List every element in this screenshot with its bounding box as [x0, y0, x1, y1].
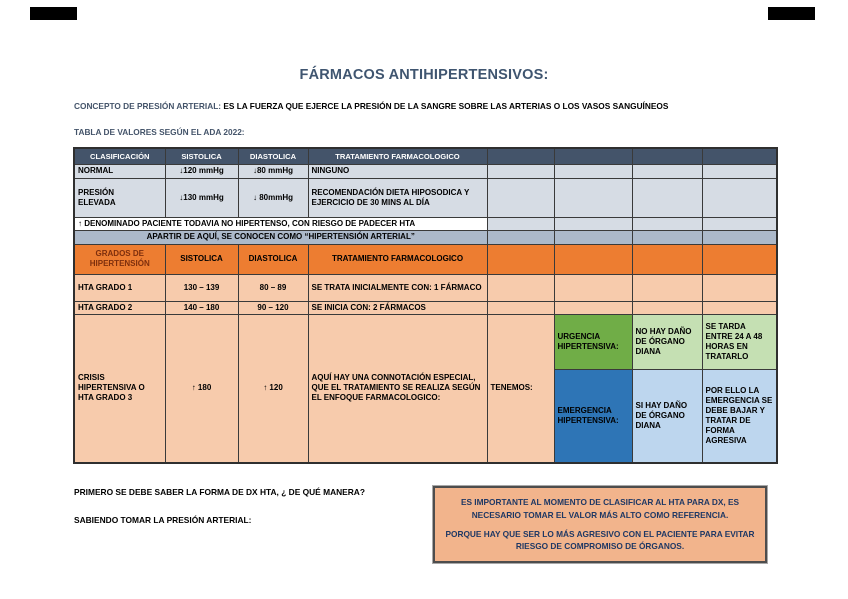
empty-cell [701, 243, 778, 275]
col-header-sistolica: SISTOLICA [164, 147, 239, 165]
ada-2022-values-table: CLASIFICACIÓN SISTOLICA DIASTOLICA TRATA… [73, 147, 778, 464]
col-header-tratamiento-2: TRATAMIENTO FARMACOLOGICO [307, 243, 488, 275]
urgencia-note: SE TARDA ENTRE 24 A 48 HORAS EN TRATARLO [701, 313, 778, 370]
emergencia-title: EMERGENCIA HIPERTENSIVA: [553, 368, 633, 464]
col-header-grados: GRADOS DE HIPERTENSIÓN [73, 243, 166, 275]
crisis-diastolic: ↑ 120 [237, 313, 309, 464]
col-header-diastolica-2: DIASTOLICA [237, 243, 309, 275]
empty-cell [701, 300, 778, 315]
grade2-treatment: SE INICIA CON: 2 FÁRMACOS [307, 300, 488, 315]
divider-prefix: APARTIR DE AQUÍ, SE CONOCEN COMO [146, 232, 305, 241]
empty-cell [631, 243, 703, 275]
grade1-label: HTA GRADO 1 [73, 273, 166, 302]
grades-header-row: GRADOS DE HIPERTENSIÓN SISTOLICA DIASTOL… [73, 243, 778, 275]
elevated-systolic: ↓130 mmHg [164, 177, 239, 218]
empty-cell [631, 229, 703, 245]
col-header-sistolica-2: SISTOLICA [164, 243, 239, 275]
divider-bold: “HIPERTENSIÓN ARTERIAL” [304, 232, 415, 241]
normal-treatment: NINGUNO [307, 163, 488, 179]
normal-label: NORMAL [73, 163, 166, 179]
empty-cell [701, 216, 778, 231]
elevated-label: PRESIÓN ELEVADA [73, 177, 166, 218]
dx-question: PRIMERO SE DEBE SABER LA FORMA DE DX HTA… [74, 487, 365, 497]
empty-cell [553, 300, 633, 315]
empty-cell [486, 300, 555, 315]
normal-diastolic: ↓80 mmHg [237, 163, 309, 179]
row-denominado-note: ↑ DENOMINADO PACIENTE TODAVIA NO HIPERTE… [73, 216, 778, 231]
elevated-diastolic: ↓ 80mmHg [237, 177, 309, 218]
concept-label: CONCEPTO DE PRESIÓN ARTERIAL: [74, 101, 222, 111]
grade2-label: HTA GRADO 2 [73, 300, 166, 315]
note-paragraph-1: ES IMPORTANTE AL MOMENTO DE CLASIFICAR A… [460, 497, 740, 520]
empty-cell [486, 273, 555, 302]
denominado-note: ↑ DENOMINADO PACIENTE TODAVIA NO HIPERTE… [73, 216, 488, 231]
empty-cell [553, 243, 633, 275]
empty-cell [553, 273, 633, 302]
crisis-label: CRISIS HIPERTENSIVA O HTA GRADO 3 [73, 313, 166, 464]
row-presion-elevada: PRESIÓN ELEVADA ↓130 mmHg ↓ 80mmHg RECOM… [73, 177, 778, 218]
empty-cell [486, 243, 555, 275]
dx-answer: SABIENDO TOMAR LA PRESIÓN ARTERIAL: [74, 515, 252, 525]
empty-cell [553, 229, 633, 245]
crisis-tenemos: TENEMOS: [486, 313, 555, 464]
redaction-bar-right [768, 7, 815, 20]
divider-text: APARTIR DE AQUÍ, SE CONOCEN COMO “HIPERT… [73, 229, 488, 245]
document-title: FÁRMACOS ANTIHIPERTENSIVOS: [299, 67, 549, 83]
crisis-treatment: AQUÍ HAY UNA CONNOTACIÓN ESPECIAL, QUE E… [307, 313, 488, 464]
empty-cell [631, 163, 703, 179]
empty-cell [553, 147, 633, 165]
row-crisis-urgencia: CRISIS HIPERTENSIVA O HTA GRADO 3 ↑ 180 … [73, 313, 778, 464]
col-header-diastolica: DIASTOLICA [237, 147, 309, 165]
grade1-systolic: 130 – 139 [164, 273, 239, 302]
empty-cell [486, 147, 555, 165]
table-caption: TABLA DE VALORES SEGÚN EL ADA 2022: [74, 127, 245, 137]
empty-cell [553, 163, 633, 179]
row-normal: NORMAL ↓120 mmHg ↓80 mmHg NINGUNO [73, 163, 778, 179]
empty-cell [553, 177, 633, 218]
concept-text: ES LA FUERZA QUE EJERCE LA PRESIÓN DE LA… [221, 101, 669, 111]
empty-cell [553, 216, 633, 231]
row-hta-grado-2: HTA GRADO 2 140 – 180 90 – 120 SE INICIA… [73, 300, 778, 315]
row-crisis-emergencia: EMERGENCIA HIPERTENSIVA: SI HAY DAÑO DE … [74, 368, 778, 464]
grade2-diastolic: 90 – 120 [237, 300, 309, 315]
crisis-systolic: ↑ 180 [164, 313, 239, 464]
note-paragraph-2: PORQUE HAY QUE SER LO MÁS AGRESIVO CON E… [445, 529, 755, 552]
normal-systolic: ↓120 mmHg [164, 163, 239, 179]
empty-cell [701, 163, 778, 179]
empty-cell [631, 216, 703, 231]
grade2-systolic: 140 – 180 [164, 300, 239, 315]
urgencia-title: URGENCIA HIPERTENSIVA: [553, 313, 633, 370]
empty-cell [631, 300, 703, 315]
grade1-diastolic: 80 – 89 [237, 273, 309, 302]
classification-header-row: CLASIFICACIÓN SISTOLICA DIASTOLICA TRATA… [73, 147, 778, 165]
empty-cell [631, 273, 703, 302]
important-note-box: ES IMPORTANTE AL MOMENTO DE CLASIFICAR A… [432, 485, 768, 564]
empty-cell [631, 147, 703, 165]
empty-cell [486, 177, 555, 218]
emergencia-note: POR ELLO LA EMERGENCIA SE DEBE BAJAR Y T… [701, 368, 778, 464]
elevated-treatment: RECOMENDACIÓN DIETA HIPOSODICA Y EJERCIC… [307, 177, 488, 218]
empty-cell [486, 229, 555, 245]
row-hipertension-divider: APARTIR DE AQUÍ, SE CONOCEN COMO “HIPERT… [73, 229, 778, 245]
empty-cell [486, 163, 555, 179]
empty-cell [631, 177, 703, 218]
empty-cell [701, 273, 778, 302]
col-header-tratamiento: TRATAMIENTO FARMACOLOGICO [307, 147, 488, 165]
empty-cell [701, 147, 778, 165]
col-header-clasificacion: CLASIFICACIÓN [73, 147, 166, 165]
empty-cell [486, 216, 555, 231]
redaction-bar-left [30, 7, 77, 20]
grade1-treatment: SE TRATA INICIALMENTE CON: 1 FÁRMACO [307, 273, 488, 302]
concept-paragraph: CONCEPTO DE PRESIÓN ARTERIAL: ES LA FUER… [74, 101, 794, 111]
empty-cell [701, 177, 778, 218]
row-hta-grado-1: HTA GRADO 1 130 – 139 80 – 89 SE TRATA I… [73, 273, 778, 302]
urgencia-organ-damage: NO HAY DAÑO DE ÓRGANO DIANA [631, 313, 703, 370]
emergencia-organ-damage: SI HAY DAÑO DE ÓRGANO DIANA [631, 368, 703, 464]
empty-cell [701, 229, 778, 245]
